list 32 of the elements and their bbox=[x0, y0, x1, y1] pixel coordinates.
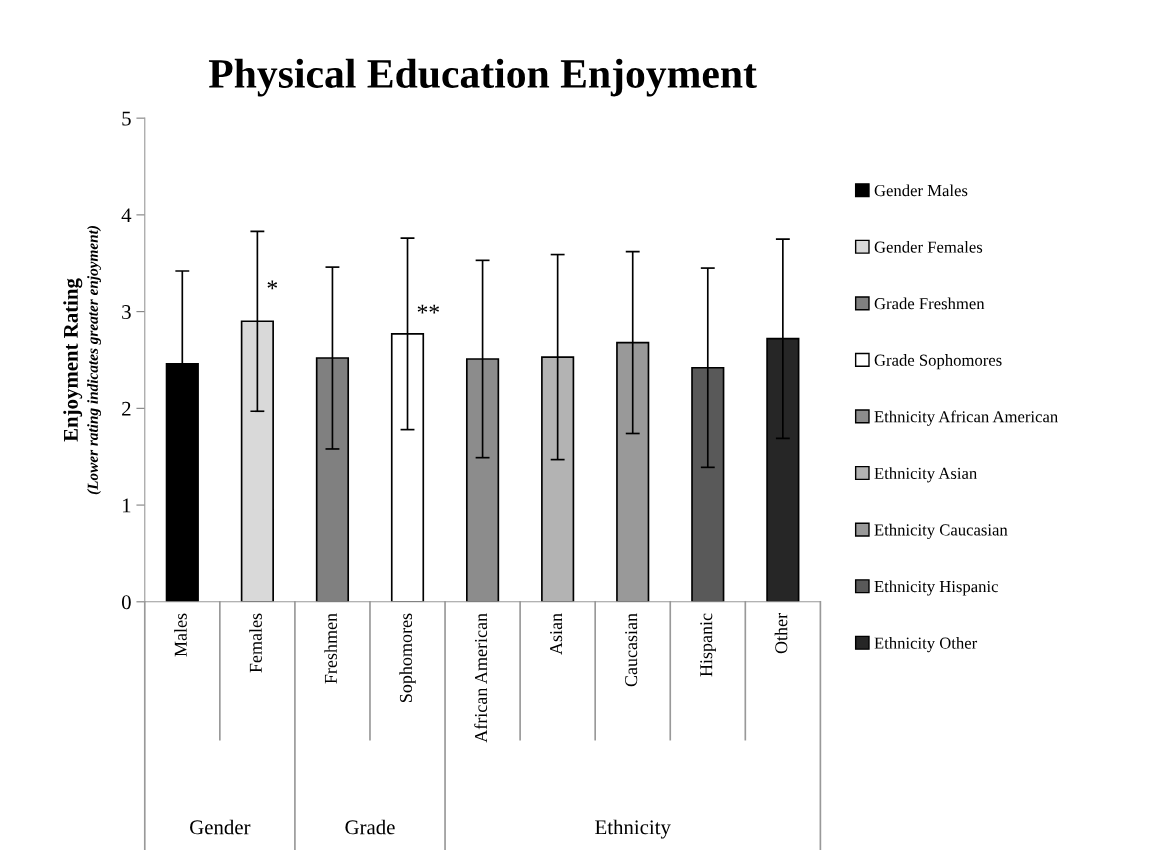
legend-label: Grade Sophomores bbox=[874, 354, 1002, 370]
y-tick-label: 0 bbox=[121, 595, 131, 610]
x-tick-label: Males bbox=[174, 613, 187, 657]
legend-label: Gender Males bbox=[874, 184, 968, 197]
y-axis-title: Enjoyment Rating bbox=[63, 278, 83, 442]
text: Gender bbox=[190, 819, 251, 835]
legend-label: Ethnicity Other bbox=[874, 637, 978, 653]
text: Grade bbox=[345, 819, 395, 835]
y-tick-label: 3 bbox=[122, 305, 131, 320]
x-tick-label: Caucasian bbox=[625, 613, 638, 687]
x-tick-label: Asian bbox=[550, 613, 563, 655]
x-tick-label: Hispanic bbox=[700, 613, 716, 677]
y-tick-label: 4 bbox=[121, 208, 132, 223]
x-tick-label: Sophomores bbox=[399, 613, 416, 702]
text: Ethnicity bbox=[595, 819, 671, 839]
x-tick-label: Freshmen bbox=[324, 613, 337, 684]
x-tick-label: Females bbox=[249, 613, 262, 673]
annotation: * bbox=[267, 280, 278, 290]
x-tick-label: Other bbox=[774, 613, 788, 654]
legend-label: Ethnicity African American bbox=[874, 410, 1058, 426]
legend-label: Grade Freshmen bbox=[874, 297, 985, 310]
annotation: ** bbox=[417, 304, 439, 314]
y-tick-label: 2 bbox=[122, 401, 131, 416]
y-tick-label: 1 bbox=[123, 498, 131, 513]
y-tick-label: 5 bbox=[122, 111, 131, 126]
text: (Lower rating indicates greater enjoyment) bbox=[87, 226, 102, 495]
legend-label: Ethnicity Asian bbox=[874, 467, 977, 483]
legend-label: Ethnicity Caucasian bbox=[874, 523, 1008, 539]
legend-label: Gender Females bbox=[874, 240, 983, 253]
chart-title: Physical Education Enjoyment bbox=[208, 58, 757, 97]
x-tick-label: African American bbox=[474, 613, 488, 743]
legend-label: Ethnicity Hispanic bbox=[874, 580, 998, 596]
